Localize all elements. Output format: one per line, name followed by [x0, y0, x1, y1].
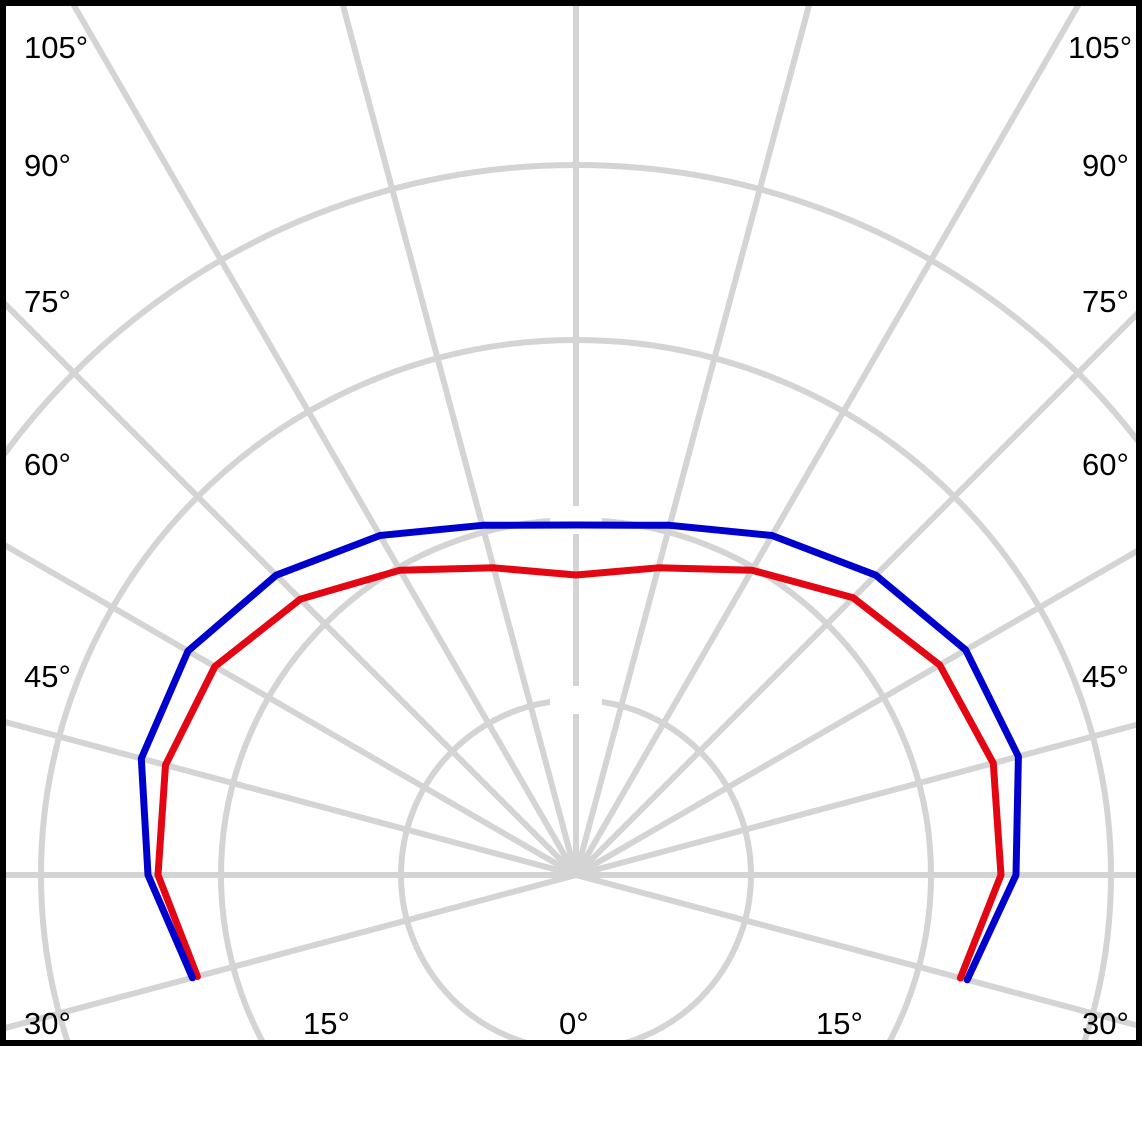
- grid-spoke: [6, 542, 578, 878]
- angle-tick-right: 30°: [1082, 1006, 1129, 1041]
- grid-spoke: [574, 548, 1136, 878]
- polar-chart-canvas: [6, 6, 1136, 1040]
- angle-tick-right: 75°: [1082, 284, 1129, 319]
- grid-spoke: [575, 721, 1136, 878]
- angle-tick-right: 90°: [1082, 148, 1129, 183]
- grid-spoke: [573, 6, 812, 876]
- angle-tick-right: 60°: [1082, 447, 1129, 482]
- angle-tick-right: 45°: [1082, 659, 1129, 694]
- grid-spoke: [6, 719, 577, 878]
- series-curve: [137, 521, 1022, 984]
- grid-spoke: [70, 6, 579, 877]
- angle-tick-bottom: 0°: [559, 1006, 589, 1041]
- angle-tick-left: 45°: [24, 659, 71, 694]
- angle-tick-left: 30°: [24, 1006, 71, 1041]
- angle-tick-left: 105°: [24, 30, 89, 65]
- angle-tick-left: 90°: [24, 148, 71, 183]
- angle-tick-bottom: 15°: [816, 1006, 863, 1041]
- polar-grid: [6, 6, 1136, 1040]
- grid-label-gap: [550, 506, 602, 534]
- grid-label-gap: [550, 686, 602, 714]
- grid-spoke: [6, 872, 577, 1031]
- plot-frame: 105° 90° 75° 60° 45° 30° 105° 90° 75° 60° 45° 30° 15…: [0, 0, 1142, 1046]
- grid-spoke: [6, 300, 579, 878]
- grid-spoke: [340, 6, 579, 876]
- polar-series: [137, 521, 1022, 984]
- grid-spoke: [573, 6, 1082, 877]
- angle-tick-bottom: 15°: [303, 1006, 350, 1041]
- angle-tick-left: 75°: [24, 284, 71, 319]
- series-curve: [154, 564, 1005, 982]
- angle-tick-left: 60°: [24, 447, 71, 482]
- grid-spoke: [573, 310, 1136, 878]
- legend-area: cd/klm η = 100% C0 - C180 C90 - C270: [0, 1046, 1142, 1132]
- grid-spoke: [575, 872, 1136, 1029]
- angle-tick-right: 105°: [1068, 30, 1133, 65]
